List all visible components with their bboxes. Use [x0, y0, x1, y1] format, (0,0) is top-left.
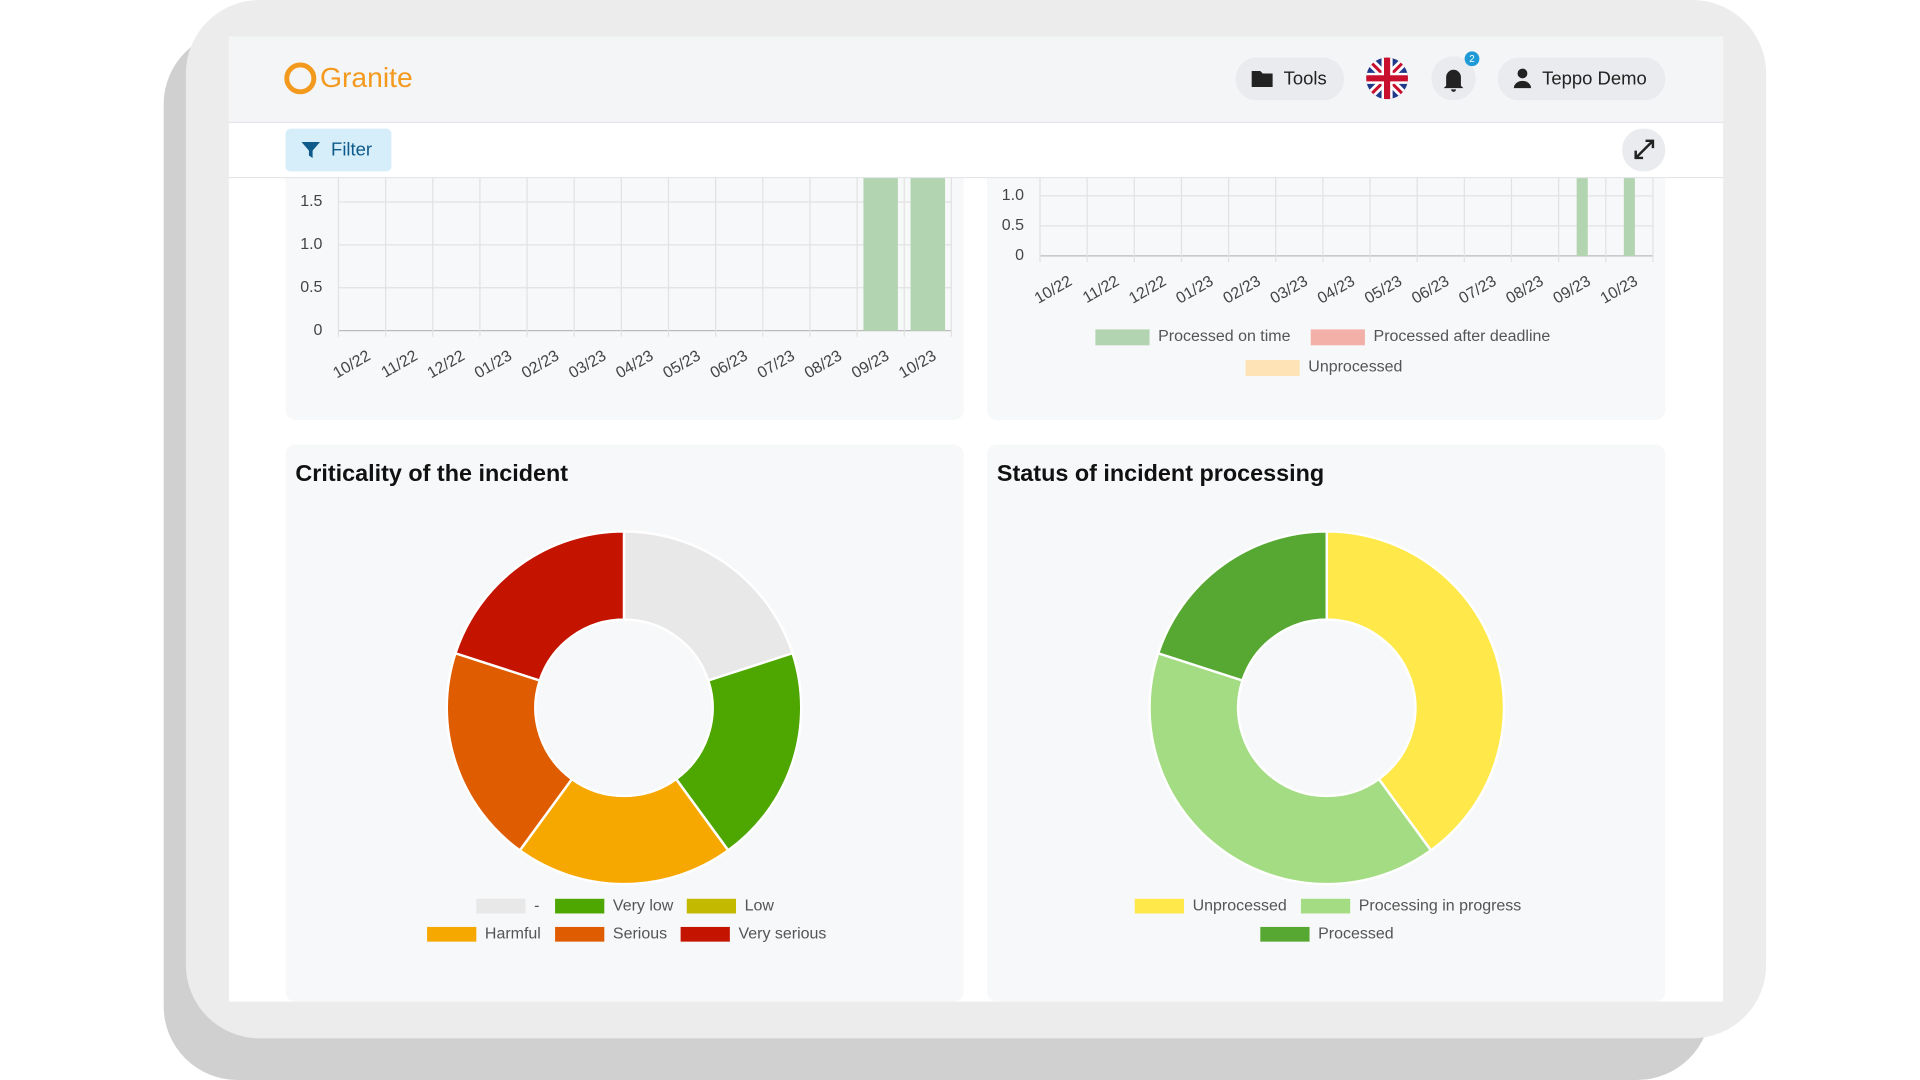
badge — [1464, 51, 1480, 67]
legend-label: Unprocessed — [1308, 359, 1402, 376]
y-tick-label: 1.5 — [300, 193, 322, 210]
top-bar: Granite Tools 2 Teppo Demo Filter — [228, 36, 1724, 179]
legend-swatch — [1095, 329, 1150, 346]
legend-swatch — [1245, 360, 1300, 376]
donut-segment — [453, 530, 626, 683]
y-tick-label: 0.5 — [1002, 217, 1024, 234]
donut-segment — [1325, 530, 1506, 853]
donut-segment — [622, 530, 795, 683]
toolbar — [228, 122, 1724, 178]
user-button[interactable] — [1497, 57, 1666, 101]
legend-swatch — [1310, 329, 1365, 346]
logo-icon — [284, 62, 317, 95]
bell-icon — [1443, 69, 1464, 92]
filter-label: Filter — [331, 139, 372, 160]
bar — [1623, 135, 1635, 256]
y-tick-label: 0.5 — [300, 279, 322, 296]
legend-label: Harmful — [485, 926, 541, 943]
donut-segment — [1148, 651, 1433, 886]
legend-swatch — [555, 898, 605, 914]
bar — [863, 159, 898, 331]
legend-label: Processed — [1318, 926, 1394, 943]
filter-button[interactable] — [285, 128, 392, 172]
y-tick-label: 1.0 — [1002, 187, 1024, 204]
legend-swatch — [427, 926, 477, 942]
y-tick-label: 1.0 — [300, 236, 322, 253]
language-flag[interactable] — [1366, 57, 1408, 100]
legend-label: Processed after deadline — [1374, 328, 1551, 345]
donut-segment — [445, 651, 574, 853]
panel — [285, 159, 964, 421]
donut-segment — [1156, 530, 1328, 683]
y-tick-label: 0 — [314, 322, 323, 339]
legend-swatch — [1260, 926, 1310, 942]
chart-title: Criticality of the incident — [295, 460, 568, 486]
badge-count: 2 — [1469, 54, 1474, 65]
bar — [1576, 135, 1588, 256]
legend-swatch — [686, 898, 736, 914]
expand-icon — [1634, 139, 1655, 160]
logo: Granite — [320, 61, 413, 93]
tools-button[interactable] — [1235, 57, 1344, 101]
legend-swatch — [555, 926, 605, 942]
bar — [910, 159, 946, 331]
chart-title: Status of incident processing — [997, 460, 1324, 486]
legend-label: Very low — [613, 897, 674, 914]
legend-swatch — [1134, 898, 1184, 914]
legend-swatch — [476, 898, 526, 914]
legend-label: Processing in progress — [1359, 897, 1522, 914]
user-icon — [1513, 80, 1532, 89]
legend-swatch — [680, 926, 730, 942]
tools-label: Tools — [1284, 67, 1327, 88]
legend-label: Serious — [613, 926, 667, 943]
panel — [987, 159, 1666, 421]
filter-icon — [301, 142, 320, 158]
user-icon — [1517, 68, 1528, 79]
folder-icon — [1251, 71, 1273, 87]
legend-swatch — [1300, 898, 1351, 914]
user-name: Teppo Demo — [1542, 67, 1647, 88]
panel — [987, 444, 1666, 1002]
legend-label: Low — [745, 897, 775, 914]
legend-label: Processed on time — [1158, 328, 1290, 345]
legend-label: Very serious — [738, 926, 826, 943]
panel — [285, 444, 964, 1002]
legend-label: - — [534, 897, 539, 914]
donut-segment — [518, 777, 730, 886]
legend-label: Unprocessed — [1193, 897, 1287, 914]
donut-segment — [674, 651, 803, 853]
y-tick-label: 0 — [1015, 247, 1024, 264]
